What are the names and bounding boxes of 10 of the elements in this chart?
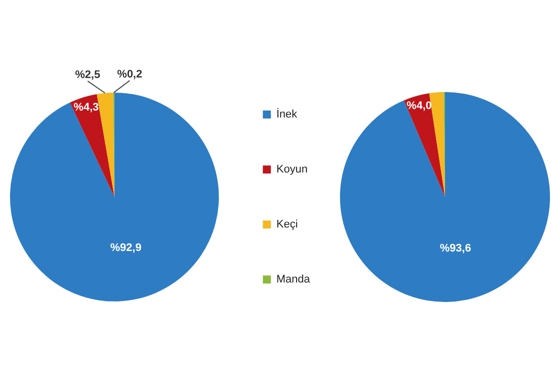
data-label: %93,6 [440,242,472,254]
legend-label: Manda [276,274,311,286]
data-label: %0,2 [117,68,142,81]
data-label: %4,3 [74,101,99,114]
legend-label: Koyun [276,164,308,176]
data-label: %4,0 [406,100,432,112]
data-label: %2,5 [75,69,100,82]
legend-label: İnek [276,108,298,121]
legend-label: Keçi [276,218,298,231]
data-label: %92,9 [110,242,142,254]
